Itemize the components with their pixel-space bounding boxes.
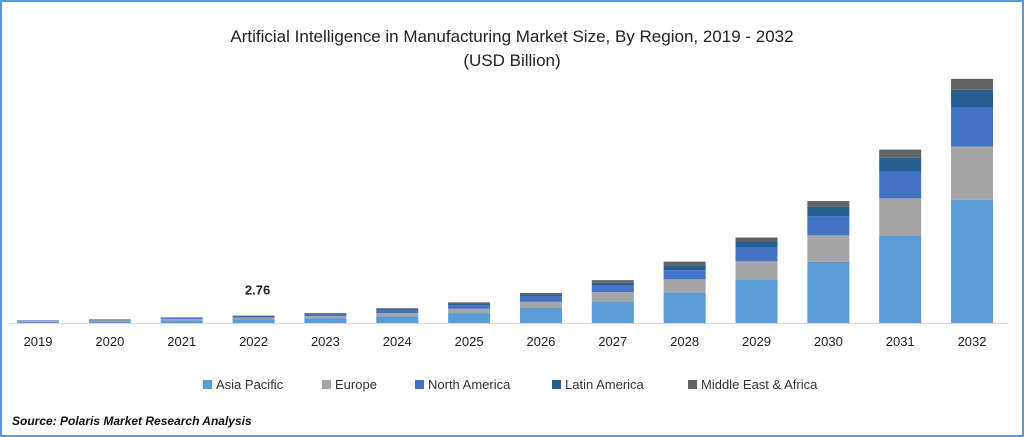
bar-segment-latin-america-2026 bbox=[519, 294, 562, 297]
bar-segment-latin-america-2025 bbox=[448, 303, 491, 306]
bar-segment-asia-pacific-2020 bbox=[88, 321, 131, 323]
bar-segment-latin-america-2032 bbox=[951, 89, 994, 108]
bar-segment-middle-east-africa-2026 bbox=[519, 292, 562, 295]
bar-segment-latin-america-2030 bbox=[807, 206, 850, 217]
bar-segment-asia-pacific-2026 bbox=[519, 307, 562, 323]
x-tick-label: 2024 bbox=[383, 334, 412, 349]
bar-segment-europe-2026 bbox=[519, 301, 562, 308]
legend-label: Middle East & Africa bbox=[701, 377, 818, 392]
bar-segment-latin-america-2022 bbox=[232, 315, 275, 317]
bar-segment-asia-pacific-2024 bbox=[376, 316, 419, 323]
bar-segment-north-america-2031 bbox=[879, 171, 922, 199]
bar-segment-europe-2022 bbox=[232, 317, 275, 320]
bar-segment-asia-pacific-2023 bbox=[304, 318, 347, 323]
bar-segment-north-america-2028 bbox=[663, 270, 706, 280]
legend-item: Europe bbox=[322, 377, 377, 392]
bar-segment-north-america-2024 bbox=[376, 310, 419, 314]
bar-segment-asia-pacific-2030 bbox=[807, 261, 850, 323]
bar-segment-asia-pacific-2027 bbox=[591, 301, 634, 323]
bar-segment-latin-america-2023 bbox=[304, 313, 347, 315]
legend-item: Latin America bbox=[552, 377, 645, 392]
bar-segment-europe-2031 bbox=[879, 198, 922, 236]
legend-label: Europe bbox=[335, 377, 377, 392]
bar-segment-middle-east-africa-2027 bbox=[591, 280, 634, 283]
bar-segment-europe-2027 bbox=[591, 292, 634, 302]
bar-segment-asia-pacific-2019 bbox=[17, 321, 59, 323]
bar-segment-asia-pacific-2022 bbox=[232, 319, 275, 323]
x-tick-label: 2029 bbox=[742, 334, 771, 349]
bar-segment-north-america-2026 bbox=[519, 296, 562, 302]
bar-segment-middle-east-africa-2024 bbox=[376, 308, 419, 310]
bar-segment-middle-east-africa-2030 bbox=[807, 201, 850, 207]
bar-segment-europe-2028 bbox=[663, 279, 706, 293]
bar-segment-north-america-2022 bbox=[232, 316, 275, 318]
bar-segment-asia-pacific-2029 bbox=[735, 279, 778, 323]
bar-segment-europe-2024 bbox=[376, 313, 419, 317]
bar-segment-europe-2019 bbox=[17, 321, 59, 322]
chart-subtitle: (USD Billion) bbox=[463, 51, 560, 70]
bar-segment-north-america-2021 bbox=[160, 318, 203, 320]
legend-label: North America bbox=[428, 377, 511, 392]
x-tick-label: 2027 bbox=[598, 334, 627, 349]
bar-segment-middle-east-africa-2028 bbox=[663, 261, 706, 266]
bar-segment-latin-america-2029 bbox=[735, 241, 778, 248]
legend-label: Latin America bbox=[565, 377, 645, 392]
bar-segment-middle-east-africa-2023 bbox=[304, 313, 347, 314]
bar-segment-north-america-2027 bbox=[591, 285, 634, 293]
bar-segment-north-america-2025 bbox=[448, 305, 491, 309]
bar-segment-latin-america-2028 bbox=[663, 265, 706, 271]
chart-title: Artificial Intelligence in Manufacturing… bbox=[230, 27, 793, 46]
legend-swatch bbox=[322, 380, 331, 389]
bar-segment-europe-2021 bbox=[160, 319, 203, 321]
bar-segment-middle-east-africa-2025 bbox=[448, 302, 491, 304]
legend-item: Asia Pacific bbox=[203, 377, 284, 392]
x-tick-label: 2019 bbox=[24, 334, 53, 349]
bar-segment-asia-pacific-2028 bbox=[663, 292, 706, 323]
bar-segment-europe-2029 bbox=[735, 261, 778, 280]
bar-segment-middle-east-africa-2032 bbox=[951, 78, 994, 90]
bar-segment-europe-2030 bbox=[807, 235, 850, 262]
legend-item: North America bbox=[415, 377, 511, 392]
x-tick-label: 2025 bbox=[455, 334, 484, 349]
bar-segment-latin-america-2024 bbox=[376, 309, 419, 311]
bar-segment-middle-east-africa-2029 bbox=[735, 237, 778, 242]
legend-swatch bbox=[688, 380, 697, 389]
data-label: 2.76 bbox=[245, 283, 270, 298]
x-tick-label: 2022 bbox=[239, 334, 268, 349]
legend-swatch bbox=[415, 380, 424, 389]
bar-segment-asia-pacific-2025 bbox=[448, 313, 491, 323]
x-tick-label: 2021 bbox=[167, 334, 196, 349]
x-tick-label: 2030 bbox=[814, 334, 843, 349]
x-tick-label: 2031 bbox=[886, 334, 915, 349]
bar-segment-europe-2023 bbox=[304, 316, 347, 319]
bar-segment-latin-america-2031 bbox=[879, 157, 922, 172]
bar-segment-middle-east-africa-2031 bbox=[879, 149, 922, 158]
x-tick-label: 2023 bbox=[311, 334, 340, 349]
x-tick-label: 2026 bbox=[526, 334, 555, 349]
bar-segment-asia-pacific-2031 bbox=[879, 235, 922, 323]
x-tick-label: 2028 bbox=[670, 334, 699, 349]
bar-segment-north-america-2029 bbox=[735, 247, 778, 262]
bar-segment-europe-2032 bbox=[951, 146, 994, 200]
bar-segment-north-america-2032 bbox=[951, 107, 994, 147]
bar-segment-latin-america-2027 bbox=[591, 282, 634, 286]
x-tick-label: 2020 bbox=[95, 334, 124, 349]
bar-segment-europe-2025 bbox=[448, 308, 491, 314]
legend-swatch bbox=[203, 380, 212, 389]
legend-swatch bbox=[552, 380, 561, 389]
bar-segment-asia-pacific-2032 bbox=[951, 199, 994, 323]
legend-label: Asia Pacific bbox=[216, 377, 284, 392]
bar-segment-north-america-2020 bbox=[88, 319, 131, 321]
x-tick-label: 2032 bbox=[958, 334, 987, 349]
bar-segment-europe-2020 bbox=[88, 320, 131, 322]
legend-item: Middle East & Africa bbox=[688, 377, 818, 392]
bar-segment-north-america-2030 bbox=[807, 216, 850, 236]
source-note: Source: Polaris Market Research Analysis bbox=[12, 414, 252, 428]
bar-segment-asia-pacific-2021 bbox=[160, 320, 203, 323]
bar-segment-north-america-2023 bbox=[304, 314, 347, 317]
